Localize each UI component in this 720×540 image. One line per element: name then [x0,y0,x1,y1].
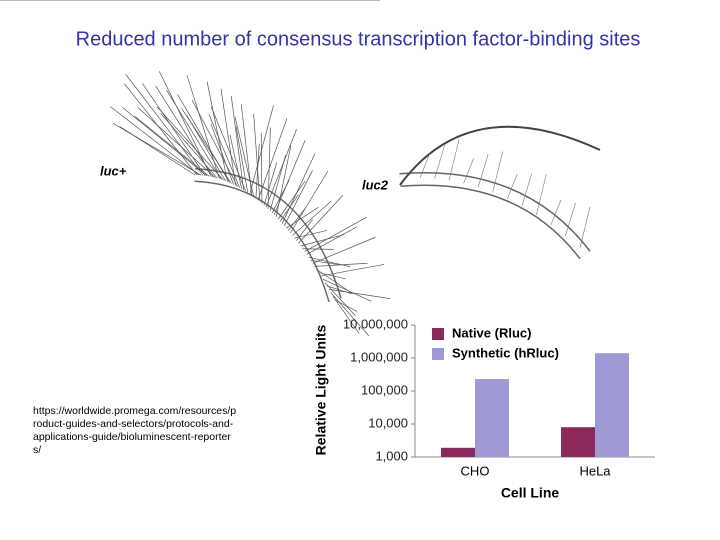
y-tick-label: 1,000 [375,448,408,463]
diagram-strand [208,114,240,188]
diagram-strand [283,170,313,226]
y-tick-label: 10,000,000 [343,316,408,331]
diagram-strand [165,89,222,180]
bar [595,353,629,457]
y-tick-label: 10,000 [368,415,408,430]
x-tick-label: CHO [461,463,490,478]
diagram-strand [230,96,245,191]
diagram-strand [267,127,271,210]
diagram-strand [275,145,292,218]
diagram-strand [269,154,287,212]
diagram-strand [314,262,368,267]
diagram-strand [298,195,344,244]
diagram-strand [294,230,328,239]
diagram-strand [550,199,562,225]
diagram-strand [419,152,431,179]
diagram-strand [312,236,376,264]
diagram-strand [306,226,358,255]
diagram-strand [206,81,228,182]
diagram-strand [536,173,547,216]
right-curve [399,125,601,186]
diagram: luc+ luc2 [100,71,601,337]
diagram-strand [579,206,591,249]
diagram-strand [112,122,202,176]
bar [561,427,595,457]
diagram-strand [134,116,210,177]
diagram-strand [521,173,533,207]
diagram-strand [210,106,247,192]
diagram-strand [210,123,234,185]
diagram-strand [122,106,208,177]
diagram-strand [318,272,346,280]
diagram-strand [434,145,445,179]
diagram-strand [191,99,238,187]
diagram-label: luc+ [100,163,127,178]
diagram-strand [304,216,368,252]
diagram-strand [281,153,316,224]
slide-title: Reduced number of consensus transcriptio… [76,28,641,50]
bar [441,447,475,457]
right-arc-inner [399,173,590,259]
diagram-strand [320,264,385,277]
diagram-strand [302,248,334,250]
diagram-strand [263,162,278,206]
diagram-strand [234,116,255,198]
y-tick-label: 100,000 [361,382,408,397]
diagram-strand [477,154,489,188]
legend-label: Native (Rluc) [452,325,531,340]
bar [475,379,509,457]
diagram-strand [463,158,474,184]
diagram-strand [324,282,356,317]
y-axis-label: Relative Light Units [313,324,329,455]
diagram-strand [330,292,370,337]
diagram-strand [328,289,391,300]
diagram-strand [296,219,313,241]
diagram-strand [506,173,518,199]
diagram-strand [492,151,504,193]
source-url: https://worldwide.promega.com/resources/… [33,405,237,456]
diagram-strand [322,278,372,302]
diagram-strand [181,107,232,184]
diagram-strand [565,202,576,236]
diagram-strand [220,88,236,186]
diagram-strand [253,114,261,202]
left-arc-inner [194,169,341,302]
diagram-strand [290,171,329,234]
diagram-strand [277,180,306,220]
diagram-strand [308,256,351,267]
diagram-strand [160,113,218,179]
diagram-strand [156,106,224,181]
diagram-strand [124,83,198,176]
diagram-strand [260,132,263,204]
diagram-strand [229,134,243,189]
diagram-strand [286,207,319,229]
x-tick-label: HeLa [579,463,611,478]
diagram-strand [310,259,340,266]
x-axis-label: Cell Line [501,485,560,501]
diagram-strand [110,106,200,176]
diagram-strand [125,73,204,176]
diagram-strand [155,85,214,178]
diagram-label: luc2 [362,177,389,192]
diagram-strand [292,200,332,236]
y-tick-label: 1,000,000 [350,349,408,364]
diagram-strand [257,118,288,201]
legend-swatch [432,328,444,340]
diagram-strand [137,106,216,178]
chart: Relative Light Units Cell Line 1,000 10,0… [313,316,655,501]
diagram-strand [142,83,206,176]
diagram-strand [265,129,297,208]
diagram-strand [332,296,360,334]
diagram-strand [300,234,344,247]
legend-label: Synthetic (hRluc) [452,345,559,360]
diagram-strand [235,126,249,193]
diagram-strand [288,207,307,231]
diagram-strand [158,71,212,177]
diagram-strand [334,299,358,312]
legend-swatch [432,348,444,360]
diagram-strand [448,139,460,181]
